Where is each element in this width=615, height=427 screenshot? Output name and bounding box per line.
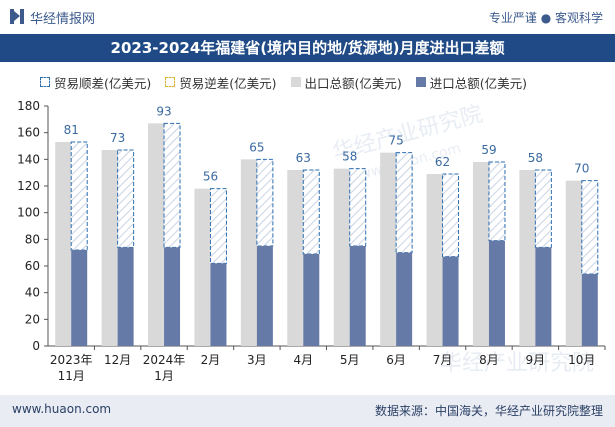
surplus-bar: [442, 173, 460, 258]
surplus-bar: [209, 188, 227, 264]
surplus-bar: [117, 149, 135, 248]
chart-legend: 贸易顺差(亿美元) 贸易逆差(亿美元) 出口总额(亿美元) 进口总额(亿美元): [40, 72, 527, 92]
data-label: 63: [296, 151, 311, 165]
watermark-layer: 华经产业研究院 www.huaon.com 华经产业研究院: [330, 102, 594, 376]
export-bar: [55, 142, 72, 346]
legend-label-import: 进口总额(亿美元): [429, 75, 528, 91]
data-label: 75: [388, 134, 403, 148]
chart-area: 华经产业研究院 www.huaon.com 华经产业研究院 0 20 40 60 80 1…: [17, 99, 606, 383]
y-tick-label: 0: [32, 339, 40, 353]
data-label: 56: [203, 170, 218, 184]
surplus-bar: [349, 168, 367, 247]
x-tick-label: 5月: [340, 353, 360, 367]
x-tick-label: 4月: [293, 353, 313, 367]
data-label: 62: [435, 155, 450, 169]
export-bar: [565, 180, 582, 346]
import-bar: [396, 252, 413, 346]
export-bar: [380, 152, 397, 346]
data-label: 73: [110, 131, 125, 145]
import-bar: [581, 274, 598, 346]
y-tick-label: 60: [25, 259, 40, 273]
import-bar: [535, 247, 552, 346]
surplus-bar: [534, 169, 552, 248]
y-tick-label: 140: [17, 152, 40, 166]
import-bar: [488, 240, 505, 346]
legend-swatch-deficit: [165, 77, 176, 87]
footer-website: www.huaon.com: [12, 402, 112, 416]
legend-label-deficit: 贸易逆差(亿美元): [179, 75, 277, 91]
x-tick-label: 2023年 11月: [50, 353, 93, 383]
legend-item-deficit: 贸易逆差(亿美元): [165, 73, 277, 92]
export-bar: [333, 168, 350, 346]
y-tick-label: 80: [25, 232, 40, 246]
chart-title: 2023-2024年福建省(境内目的地/货源地)月度进出口差额: [110, 39, 505, 57]
import-bar: [349, 246, 366, 346]
footer: www.huaon.com 数据来源：中国海关，华经产业研究院整理: [0, 395, 615, 427]
legend-label-surplus: 贸易顺差(亿美元): [54, 75, 152, 91]
legend-swatch-total: [290, 77, 301, 87]
y-tick-label: 120: [17, 179, 40, 193]
data-label: 70: [574, 162, 589, 176]
export-bar: [519, 170, 536, 346]
export-bar: [472, 162, 489, 346]
import-bar: [117, 247, 134, 346]
label-layer: 81 73 93 56 65 63 58 75 62 59 58 70: [64, 104, 590, 183]
brand-logo-icon: [10, 9, 24, 24]
y-tick-label: 180: [17, 99, 40, 113]
export-bar: [240, 159, 257, 346]
surplus-bar: [488, 161, 506, 242]
surplus-bar: [302, 169, 320, 255]
import-bar: [442, 256, 459, 346]
y-tick-label: 20: [25, 312, 40, 326]
x-tick-label: 9月: [526, 353, 546, 367]
export-bar: [287, 170, 304, 346]
bar-layer: [55, 122, 599, 346]
import-bar: [256, 246, 273, 346]
legend-swatch-surplus: [40, 77, 50, 87]
export-bar: [194, 188, 211, 346]
data-label: 93: [156, 104, 171, 118]
import-bar: [164, 247, 181, 346]
x-tick-label: 8月: [479, 353, 499, 367]
title-bar: 2023-2024年福建省(境内目的地/货源地)月度进出口差额: [0, 34, 615, 62]
data-label: 58: [342, 150, 357, 164]
x-tick-label: 12月: [104, 353, 131, 367]
footer-source: 数据来源：中国海关，华经产业研究院整理: [374, 404, 603, 418]
axis-layer: 0 20 40 60 80 100 120 140 160 180 2023年 11月 12月 2024年…: [17, 99, 606, 383]
data-label: 59: [481, 143, 496, 157]
data-label: 81: [64, 123, 79, 137]
legend-item-import: 进口总额(亿美元): [415, 73, 528, 92]
import-bar: [210, 263, 227, 346]
data-label: 58: [528, 151, 543, 165]
legend-label-total: 出口总额(亿美元): [304, 75, 402, 91]
y-tick-label: 40: [25, 286, 40, 300]
surplus-bar: [581, 180, 599, 275]
x-tick-label: 6月: [386, 353, 406, 367]
legend-item-surplus: 贸易顺差(亿美元): [40, 73, 151, 92]
top-bar: 华经情报网 专业严谨 ● 客观科学: [0, 0, 615, 34]
import-bar: [71, 250, 88, 346]
surplus-bar: [163, 122, 181, 248]
surplus-bar: [256, 158, 274, 247]
export-bar: [148, 123, 165, 346]
surplus-bar: [395, 152, 413, 254]
legend-item-total: 出口总额(亿美元): [290, 73, 402, 92]
surplus-bar: [70, 141, 88, 251]
y-tick-label: 100: [17, 206, 40, 220]
legend-swatch-import: [415, 77, 426, 87]
x-tick-label: 7月: [433, 353, 453, 367]
watermark-text-2: 华经产业研究院: [440, 351, 594, 376]
brand-name: 华经情报网: [30, 12, 96, 27]
import-bar: [303, 254, 320, 346]
x-tick-label: 10月: [568, 353, 595, 367]
export-bar: [426, 174, 443, 346]
x-tick-label: 2024年 1月: [143, 353, 186, 383]
slogan: 专业严谨 ● 客观科学: [488, 11, 603, 25]
x-tick-label: 3月: [247, 353, 267, 367]
export-bar: [101, 150, 118, 346]
y-tick-label: 160: [17, 126, 40, 140]
x-tick-label: 2月: [201, 353, 221, 367]
data-label: 65: [249, 140, 264, 154]
